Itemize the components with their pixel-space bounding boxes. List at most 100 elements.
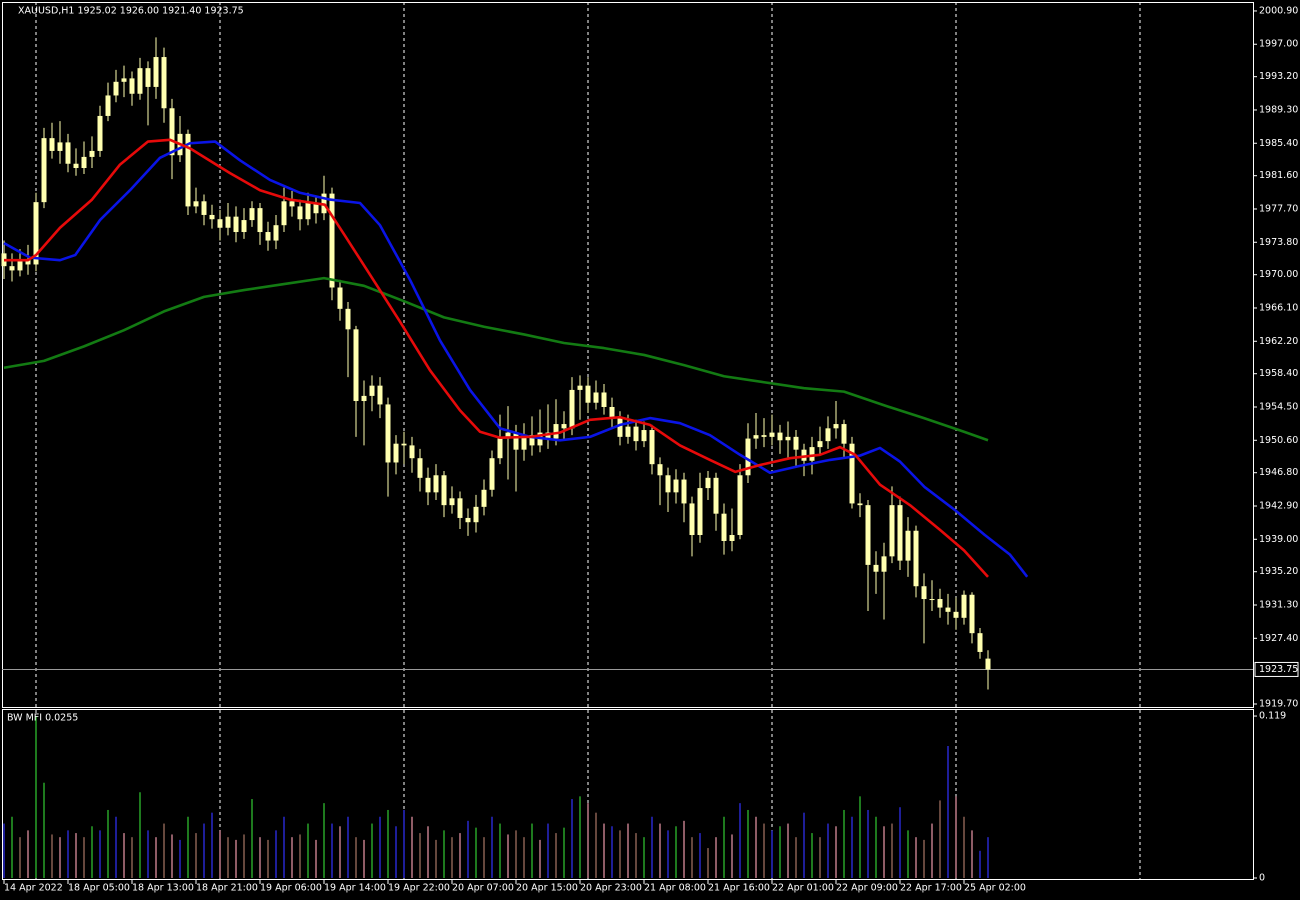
candle-body [745, 438, 751, 476]
y-tick-label: 1946.80 [1259, 467, 1298, 478]
y-tick-label: 1985.40 [1259, 138, 1298, 149]
candle-body [393, 443, 399, 463]
candle-body [697, 488, 703, 536]
moving-average-line [3, 140, 1029, 578]
y-tick-label: 1939.00 [1259, 534, 1298, 545]
x-tick-label: 22 Apr 01:00 [772, 883, 834, 894]
candle-body [769, 432, 775, 437]
candle-body [985, 658, 991, 670]
y-tick-label: 1977.70 [1259, 203, 1298, 214]
y-tick-label: 1989.30 [1259, 104, 1298, 115]
candle-body [705, 477, 711, 489]
candle-body [737, 475, 743, 536]
candle-body [337, 287, 343, 309]
candle-body [145, 68, 151, 87]
candle-body [809, 447, 815, 461]
candle-body [873, 564, 879, 572]
indicator-panel-frame [2, 709, 1254, 880]
y-tick-label: 1966.10 [1259, 302, 1298, 313]
last-price-label: 1923.75 [1259, 664, 1298, 675]
marks-layer [1, 37, 991, 878]
candle-body [49, 138, 55, 151]
y-tick-label: 1935.20 [1259, 566, 1298, 577]
candle-body [881, 556, 887, 572]
x-tick-label: 18 Apr 13:00 [132, 883, 194, 894]
moving-average-line [4, 138, 989, 578]
candle-body [673, 479, 679, 493]
y-tick-label: 1919.70 [1259, 699, 1298, 710]
candle-body [25, 259, 31, 265]
y-tick-label: 1981.60 [1259, 170, 1298, 181]
y-tick-label: 1927.40 [1259, 633, 1298, 644]
candle-body [857, 503, 863, 506]
candle-body [425, 477, 431, 493]
candle-body [841, 424, 847, 444]
candle-body [297, 206, 303, 220]
candle-body [753, 435, 759, 439]
y-tick-label: 1931.30 [1259, 600, 1298, 611]
candle-body [257, 208, 263, 233]
candle-body [481, 489, 487, 507]
y-tick-label: 1993.20 [1259, 71, 1298, 82]
candle-body [377, 385, 383, 405]
x-tick-label: 22 Apr 17:00 [900, 883, 962, 894]
lines-layer [3, 138, 1029, 578]
candle-body [449, 498, 455, 506]
y-tick-label: 2000.90 [1259, 5, 1298, 16]
candle-body [529, 435, 535, 446]
candle-body [961, 594, 967, 618]
candle-body [585, 385, 591, 403]
candle-body [497, 438, 503, 459]
candle-body [625, 426, 631, 437]
candle-body [617, 418, 623, 437]
x-tick-label: 21 Apr 08:00 [644, 883, 706, 894]
candle-body [217, 219, 223, 228]
x-tick-label: 20 Apr 15:00 [516, 883, 578, 894]
candle-body [553, 424, 559, 439]
candle-body [233, 216, 239, 233]
candle-body [417, 458, 423, 478]
candle-body [273, 225, 279, 241]
candle-body [785, 436, 791, 441]
candle-body [281, 201, 287, 226]
y-tick-label: 0 [1259, 873, 1265, 884]
candle-body [313, 203, 319, 214]
candle-body [825, 428, 831, 442]
candle-body [561, 424, 567, 429]
candle-body [105, 95, 111, 116]
candle-body [97, 115, 103, 151]
y-tick-label: 1973.80 [1259, 237, 1298, 248]
candle-body [57, 142, 63, 151]
candle-body [633, 426, 639, 442]
candle-body [505, 432, 511, 439]
moving-average-line [3, 276, 989, 442]
candle-body [865, 505, 871, 565]
candle-body [457, 498, 463, 518]
candle-body [945, 607, 951, 612]
candle-body [689, 503, 695, 536]
candle-body [729, 535, 735, 541]
candle-body [305, 203, 311, 220]
last-price-box [1254, 661, 1299, 677]
main-panel-frame [2, 2, 1254, 708]
candle-body [161, 57, 167, 109]
candle-body [489, 458, 495, 490]
y-tick-label: 1962.20 [1259, 336, 1298, 347]
x-tick-label: 22 Apr 09:00 [836, 883, 898, 894]
symbol-header: XAUUSD,H1 1925.02 1926.00 1921.40 1923.7… [18, 6, 244, 17]
candle-body [73, 163, 79, 169]
candle-body [609, 406, 615, 419]
candle-body [921, 586, 927, 600]
candle-body [801, 449, 807, 461]
candle-body [209, 214, 215, 220]
candle-body [17, 259, 23, 271]
candle-body [409, 445, 415, 459]
axes-layer: 2000.90 1997.00 1993.20 1989.30 1985.40 1981.… [3, 5, 1299, 894]
x-tick-label: 20 Apr 23:00 [580, 883, 642, 894]
x-tick-label: 19 Apr 14:00 [324, 883, 386, 894]
indicator-header: BW MFI 0.0255 [7, 713, 78, 724]
candle-body [913, 530, 919, 587]
candle-body [129, 78, 135, 94]
x-tick-label: 18 Apr 05:00 [68, 883, 130, 894]
